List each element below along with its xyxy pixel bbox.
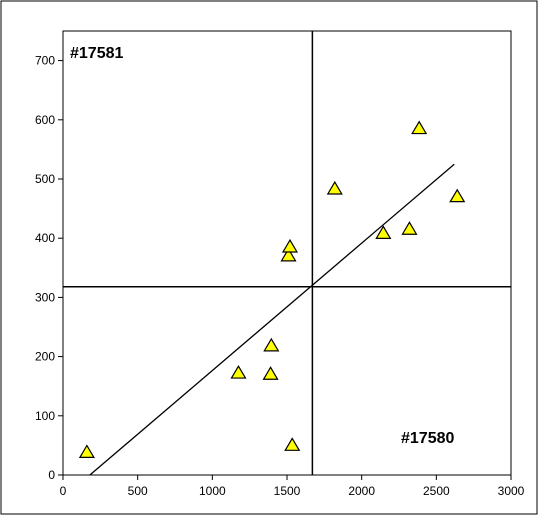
x-tick-label: 500 xyxy=(128,484,148,498)
x-axis: 0 500 1000 1500 2000 2500 3000 xyxy=(60,475,525,498)
y-axis: 0 100 200 300 400 500 600 700 xyxy=(35,54,63,482)
data-point-triangle xyxy=(230,364,247,379)
y-tick-label: 700 xyxy=(35,54,55,68)
data-point-triangle xyxy=(263,337,280,352)
y-tick-label: 100 xyxy=(35,409,55,423)
x-tick-label: 3000 xyxy=(498,484,525,498)
data-points xyxy=(78,120,466,459)
x-tick-label: 1500 xyxy=(274,484,301,498)
x-tick-label: 2000 xyxy=(348,484,375,498)
corner-label-top-left: #17581 xyxy=(70,45,123,62)
data-point-triangle xyxy=(375,225,392,239)
y-tick-label: 200 xyxy=(35,350,55,364)
data-point-triangle xyxy=(284,437,301,451)
data-point-triangle xyxy=(449,188,466,203)
y-tick-label: 400 xyxy=(35,231,55,245)
data-point-triangle xyxy=(326,180,343,195)
data-point-triangle xyxy=(411,120,428,135)
y-tick-label: 500 xyxy=(35,172,55,186)
data-point-triangle xyxy=(78,444,95,459)
reference-lines xyxy=(63,31,511,475)
y-tick-label: 300 xyxy=(35,290,55,304)
corner-label-bottom-right: #17580 xyxy=(401,430,454,447)
y-tick-label: 600 xyxy=(35,113,55,127)
data-point-triangle xyxy=(262,366,279,380)
data-point-triangle xyxy=(401,221,418,235)
trend-line xyxy=(89,163,455,476)
y-tick-label: 0 xyxy=(48,468,55,482)
data-point-triangle xyxy=(280,247,297,262)
data-point-triangle xyxy=(281,238,299,253)
x-tick-label: 2500 xyxy=(423,484,450,498)
trend-line-group xyxy=(89,163,455,476)
x-tick-label: 0 xyxy=(60,484,67,498)
x-tick-label: 1000 xyxy=(199,484,226,498)
